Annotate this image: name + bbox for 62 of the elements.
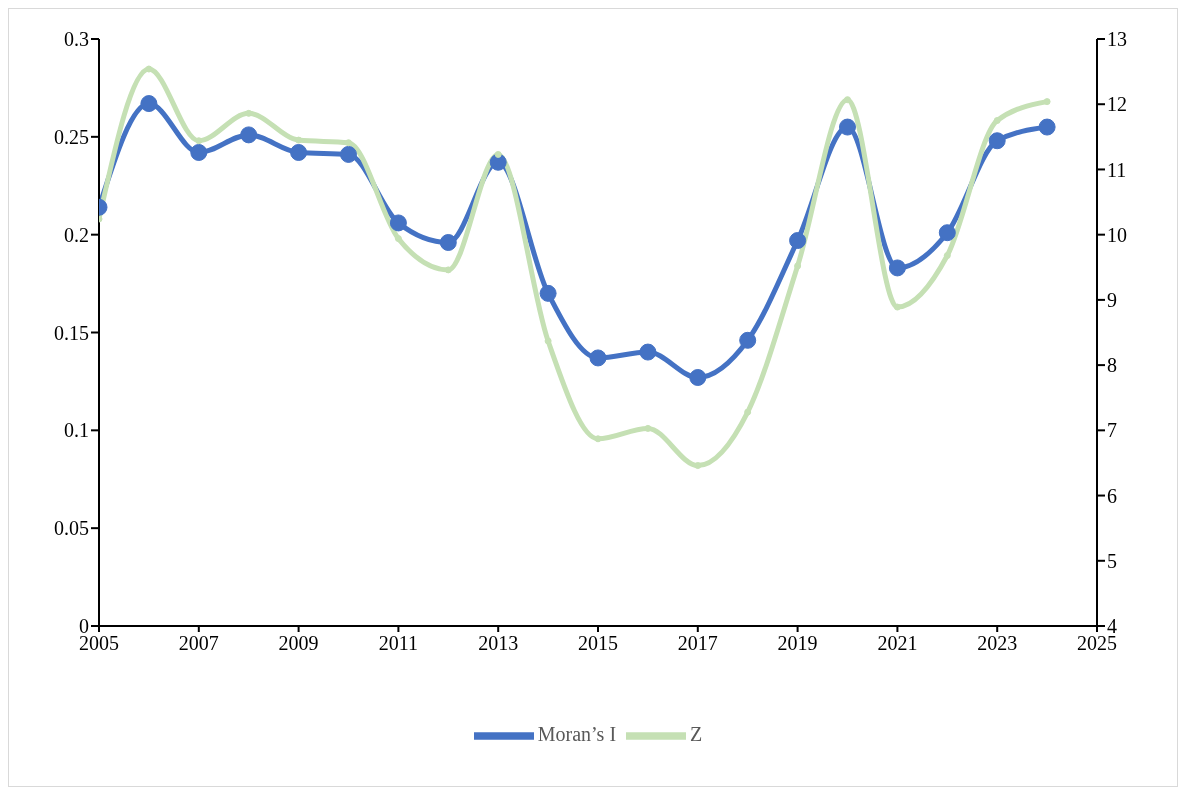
point (145, 65, 153, 73)
x-tick-label: 2013 (478, 632, 519, 655)
point (140, 95, 158, 113)
y-tick-label: 0.1 (64, 419, 89, 442)
point (594, 435, 602, 443)
x-tick-label: 2011 (378, 632, 419, 655)
point (938, 224, 956, 242)
x-tick-label: 2017 (677, 632, 718, 655)
x-tick-label: 2005 (79, 632, 119, 655)
point (1043, 98, 1051, 106)
point (544, 337, 552, 345)
point (839, 118, 856, 136)
point (639, 343, 657, 361)
y2-tick-label: 6 (1107, 484, 1117, 507)
legend-label: Moran’s I (537, 722, 617, 745)
point (739, 331, 757, 349)
point (744, 408, 752, 416)
y2-tick-label: 5 (1107, 549, 1117, 572)
point (689, 369, 707, 386)
y-tick-label: 0.25 (54, 125, 89, 148)
point (888, 259, 906, 277)
point (539, 284, 557, 302)
y2-tick-label: 13 (1107, 28, 1127, 51)
point (893, 303, 901, 311)
y2-tick-label: 7 (1107, 419, 1117, 442)
point (943, 252, 951, 260)
point (240, 126, 258, 144)
point (190, 143, 208, 161)
x-tick-label: 2023 (977, 632, 1018, 655)
point (844, 96, 851, 104)
point (290, 143, 308, 161)
y-tick-label: 0.3 (64, 28, 89, 51)
point (993, 117, 1001, 125)
point (494, 150, 502, 158)
legend-label: Z (690, 722, 703, 745)
y2-tick-label: 10 (1107, 223, 1127, 246)
point (988, 132, 1006, 150)
y2-tick-label: 11 (1107, 158, 1127, 181)
y2-tick-label: 8 (1107, 354, 1117, 377)
x-tick-label: 2007 (178, 632, 219, 655)
point (345, 139, 352, 147)
y-tick-label: 0.05 (54, 517, 89, 540)
y-tick-label: 0.2 (64, 223, 89, 246)
point (1038, 118, 1056, 136)
x-tick-label: 2025 (1077, 632, 1117, 655)
point (789, 232, 807, 250)
y2-tick-label: 12 (1107, 93, 1127, 116)
point (340, 145, 357, 163)
y-tick-label: 0.15 (54, 321, 89, 344)
x-tick-label: 2019 (777, 632, 818, 655)
x-tick-label: 2021 (877, 632, 918, 655)
point (389, 214, 407, 232)
x-tick-label: 2009 (278, 632, 319, 655)
x-tick-label: 2015 (578, 632, 618, 655)
point (394, 235, 402, 243)
point (195, 137, 203, 145)
y2-tick-label: 9 (1107, 288, 1117, 311)
point (794, 262, 802, 270)
point (439, 233, 457, 251)
point (589, 349, 607, 367)
point (644, 424, 652, 432)
point (694, 462, 702, 470)
